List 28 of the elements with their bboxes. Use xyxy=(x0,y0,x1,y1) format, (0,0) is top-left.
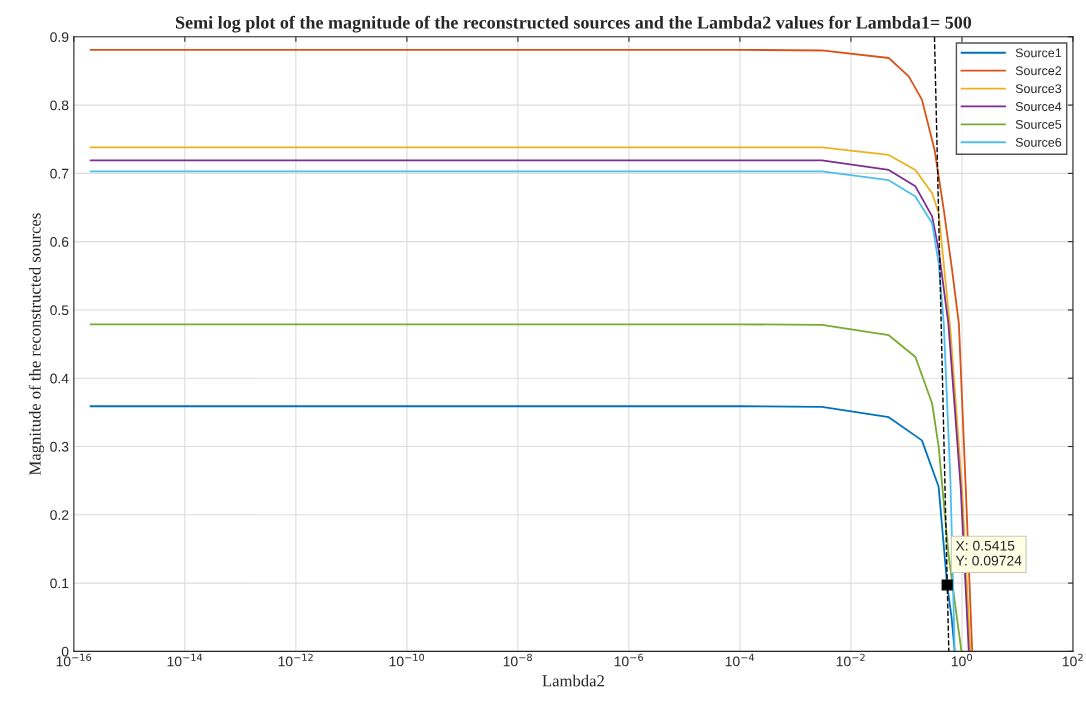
y-tick-label: 0.2 xyxy=(50,510,69,520)
y-tick-label: 0.1 xyxy=(50,578,69,589)
x-tick-label: 10$^{−12}$ xyxy=(278,653,313,667)
x-tick-label: 10$^{−10}$ xyxy=(389,653,425,667)
y-tick-label: 0.3 xyxy=(50,441,69,452)
y-tick-label: 0.8 xyxy=(50,100,69,111)
legend-label: Source4 xyxy=(1015,102,1062,111)
y-tick-label: 0.9 xyxy=(50,32,69,42)
legend-label: Source6 xyxy=(1015,137,1062,147)
y-tick-label: 0.4 xyxy=(50,373,69,384)
x-tick-label: 10$^{−8}$ xyxy=(503,653,532,667)
legend-label: Source2 xyxy=(1015,66,1062,76)
x-tick-label: 10$^{−4}$ xyxy=(725,653,755,667)
x-tick-label: 10$^{−14}$ xyxy=(167,653,203,667)
x-tick-label: 10$^{−2}$ xyxy=(836,653,865,667)
y-tick-label: 0.7 xyxy=(50,168,69,179)
legend-label: Source3 xyxy=(1015,84,1062,94)
y-tick-label: 0.5 xyxy=(50,305,69,316)
x-tick-label: 10$^{−6}$ xyxy=(614,653,644,667)
chart-title: Semi log plot of the magnitude of the reconstructed sources and the Lambda2 values for Lambda1= 500 xyxy=(176,15,972,33)
y-axis-title: Magnitude of the reconstructed sources xyxy=(28,213,45,476)
legend-label: Source5 xyxy=(1015,120,1062,129)
x-axis-title: Lambda2 xyxy=(542,674,604,687)
x-tick-label: 10$^{0}$ xyxy=(951,653,972,667)
x-tick-label: 10$^{2}$ xyxy=(1062,653,1083,667)
y-tick-label: 0.6 xyxy=(50,237,69,247)
annotation: X: 0.5415 Y: 0.09724 xyxy=(955,540,1022,566)
legend-label: Source1 xyxy=(1015,48,1062,58)
